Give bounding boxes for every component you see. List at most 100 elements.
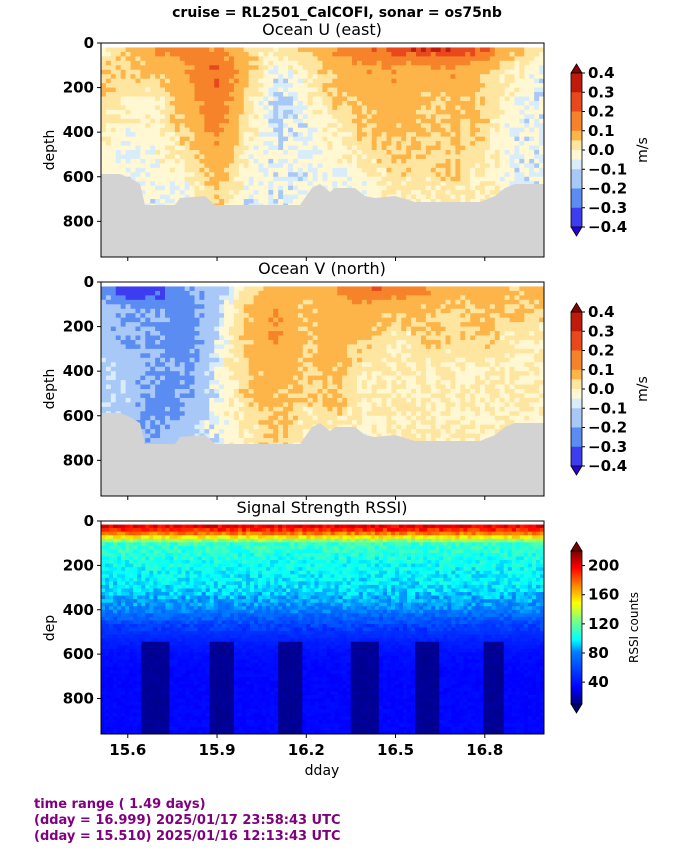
heatmap-cell bbox=[470, 145, 476, 151]
heatmap-cell bbox=[425, 96, 432, 102]
heatmap-cell bbox=[352, 141, 358, 146]
heatmap-cell bbox=[184, 56, 190, 62]
heatmap-cell bbox=[519, 145, 525, 151]
heatmap-cell bbox=[179, 163, 186, 169]
heatmap-cell bbox=[475, 51, 481, 57]
heatmap-cell bbox=[204, 60, 210, 66]
heatmap-cell bbox=[179, 145, 186, 151]
heatmap-cell bbox=[164, 420, 171, 426]
y-tick-label: 600 bbox=[63, 168, 94, 186]
heatmap-cell bbox=[420, 132, 427, 138]
heatmap-cell bbox=[317, 132, 323, 138]
heatmap-cell bbox=[243, 150, 250, 155]
heatmap-cell bbox=[145, 420, 151, 426]
heatmap-cell bbox=[155, 60, 161, 66]
heatmap-cell bbox=[263, 118, 269, 124]
heatmap-cell bbox=[411, 145, 417, 151]
heatmap-cell bbox=[411, 60, 417, 66]
heatmap-cell bbox=[140, 290, 146, 296]
heatmap-cell bbox=[115, 150, 122, 155]
heatmap-cell bbox=[529, 51, 535, 57]
heatmap-cell bbox=[130, 47, 136, 53]
heatmap-cell bbox=[514, 150, 520, 155]
heatmap-cell bbox=[519, 154, 525, 160]
heatmap-cell bbox=[455, 56, 461, 62]
heatmap-cell bbox=[248, 145, 254, 151]
heatmap-cell bbox=[184, 123, 190, 129]
heatmap-cell bbox=[248, 51, 254, 57]
heatmap-cell bbox=[430, 163, 437, 169]
heatmap-cell bbox=[155, 344, 161, 350]
heatmap-cell bbox=[110, 123, 117, 129]
heatmap-cell bbox=[120, 96, 127, 102]
heatmap-cell bbox=[209, 132, 215, 138]
heatmap-cell bbox=[140, 424, 146, 430]
heatmap-cell bbox=[445, 190, 451, 195]
heatmap-cell bbox=[470, 65, 476, 71]
heatmap-cell bbox=[278, 190, 284, 195]
heatmap-cell bbox=[169, 344, 176, 350]
heatmap-cell bbox=[347, 96, 353, 102]
heatmap-cell bbox=[145, 87, 151, 93]
heatmap-cell bbox=[160, 96, 166, 102]
heatmap-cell bbox=[194, 132, 200, 138]
heatmap-cell bbox=[150, 295, 156, 301]
heatmap-cell bbox=[135, 141, 141, 146]
heatmap-cell bbox=[278, 145, 284, 151]
heatmap-cell bbox=[499, 100, 506, 106]
heatmap-cell bbox=[115, 105, 122, 111]
heatmap-cell bbox=[494, 100, 501, 106]
heatmap-cell bbox=[440, 60, 446, 66]
heatmap-cell bbox=[130, 65, 136, 71]
heatmap-cell bbox=[105, 167, 112, 173]
heatmap-cell bbox=[164, 185, 171, 191]
heatmap-cell bbox=[381, 176, 387, 182]
heatmap-cell bbox=[169, 295, 176, 301]
heatmap-cell bbox=[376, 60, 382, 66]
heatmap-cell bbox=[509, 176, 515, 182]
heatmap-cell bbox=[504, 154, 510, 160]
heatmap-cell bbox=[164, 397, 171, 403]
heatmap-cell bbox=[115, 65, 122, 71]
heatmap-cell bbox=[514, 47, 520, 53]
heatmap-cell bbox=[381, 154, 387, 160]
heatmap-cell bbox=[110, 299, 117, 305]
heatmap-cell bbox=[435, 145, 442, 151]
heatmap-cell bbox=[263, 176, 269, 182]
heatmap-cell bbox=[130, 167, 136, 173]
heatmap-cell bbox=[115, 127, 122, 133]
heatmap-cell bbox=[519, 150, 525, 155]
heatmap-cell bbox=[435, 154, 442, 160]
heatmap-cell bbox=[135, 100, 141, 106]
heatmap-cell bbox=[480, 100, 486, 106]
heatmap-cell bbox=[450, 172, 456, 178]
heatmap-cell bbox=[322, 132, 328, 138]
heatmap-cell bbox=[135, 158, 141, 164]
heatmap-cell bbox=[164, 406, 171, 412]
heatmap-cell bbox=[120, 78, 127, 84]
heatmap-cell bbox=[263, 141, 269, 146]
heatmap-cell bbox=[130, 339, 136, 345]
heatmap-cell bbox=[174, 96, 181, 102]
heatmap-cell bbox=[480, 185, 486, 191]
heatmap-cell bbox=[283, 163, 289, 169]
heatmap-cell bbox=[435, 123, 442, 129]
heatmap-cell bbox=[110, 100, 117, 106]
heatmap-cell bbox=[361, 100, 368, 106]
heatmap-cell bbox=[248, 158, 254, 164]
heatmap-cell bbox=[352, 163, 358, 169]
heatmap-cell bbox=[396, 132, 402, 138]
heatmap-cell bbox=[199, 69, 205, 75]
heatmap-cell bbox=[155, 438, 161, 443]
heatmap-cell bbox=[297, 194, 304, 200]
heatmap-cell bbox=[145, 96, 151, 102]
heatmap-cell bbox=[155, 348, 161, 354]
heatmap-cell bbox=[135, 397, 141, 403]
heatmap-cell bbox=[263, 181, 269, 187]
heatmap-cell bbox=[105, 74, 112, 80]
heatmap-cell bbox=[160, 411, 166, 417]
heatmap-cell bbox=[110, 331, 117, 336]
heatmap-cell bbox=[160, 83, 166, 88]
heatmap-cell bbox=[169, 397, 176, 403]
heatmap-cell bbox=[376, 181, 382, 187]
